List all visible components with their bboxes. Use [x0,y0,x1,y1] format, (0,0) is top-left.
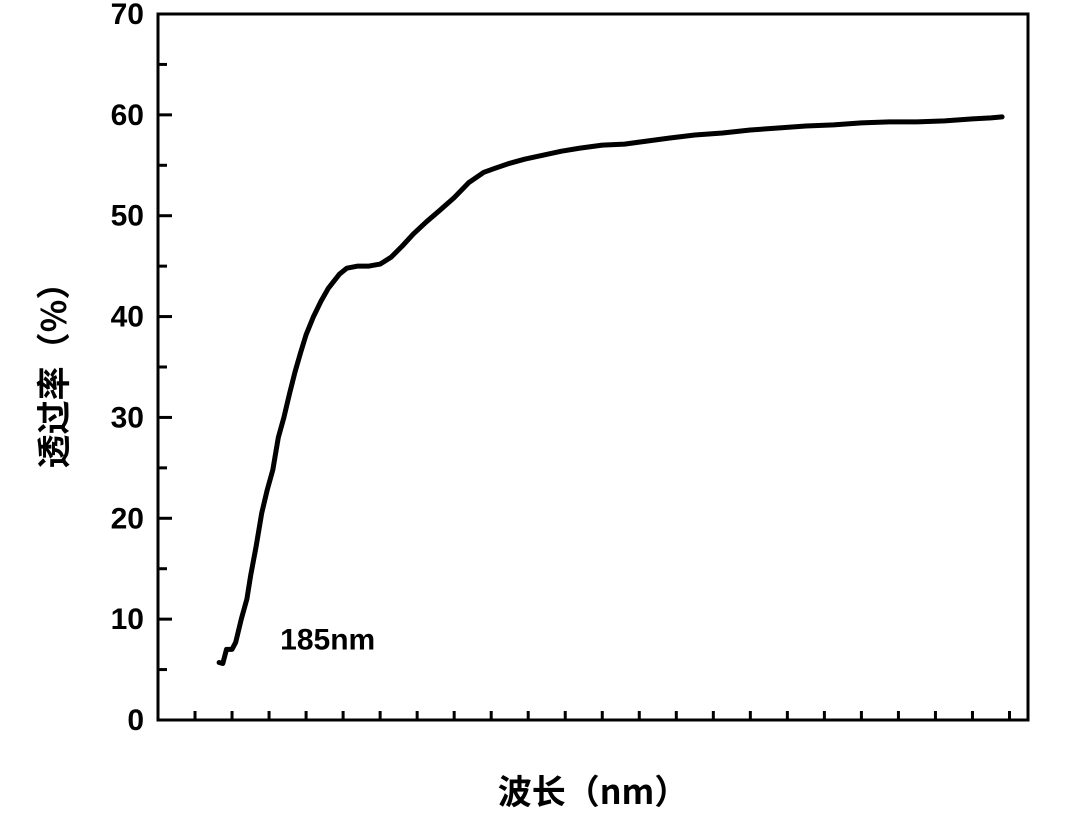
chart-container: { "chart": { "type": "line", "width_px":… [0,0,1074,836]
y-tick-label: 0 [127,704,144,737]
y-axis-label: 透过率（%） [27,266,76,469]
y-ticks: 0 10 20 30 40 50 60 70 [111,0,172,737]
y-tick-label: 10 [111,603,144,636]
y-tick-label: 40 [111,301,144,334]
transmittance-curve [219,117,1002,664]
x-axis-label: 波长（nm） [498,765,689,814]
y-tick-label: 50 [111,200,144,233]
annotation-185nm: 185nm [280,623,375,656]
y-tick-label: 60 [111,99,144,132]
transmittance-chart: 0 10 20 30 40 50 60 70 185nm 波长（nm） 透过率（%） [0,0,1074,836]
y-tick-label: 20 [111,502,144,535]
y-tick-label: 30 [111,401,144,434]
y-tick-label: 70 [111,0,144,31]
